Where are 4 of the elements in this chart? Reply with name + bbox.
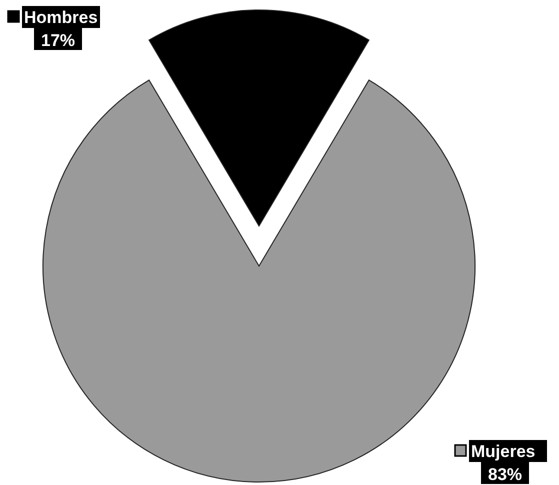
data-label: 17%: [40, 31, 76, 50]
slice-label: Mujeres: [471, 442, 536, 461]
data-label: 83%: [488, 465, 522, 484]
legend-label: Hombres: [24, 8, 98, 27]
